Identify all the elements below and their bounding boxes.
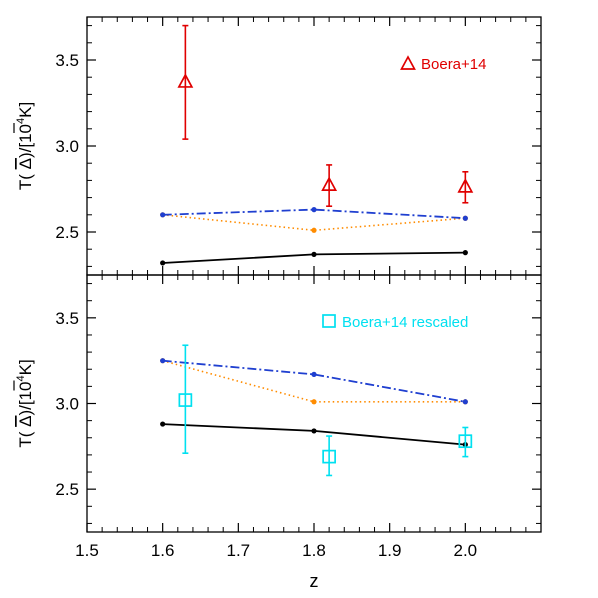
observation-triangle [321,176,338,191]
y-tick-label: 2.5 [55,480,79,499]
observation-square [178,393,193,407]
x-tick-label: 1.8 [302,541,326,560]
x-tick-label: 2.0 [454,541,478,560]
y-tick-label: 2.5 [55,223,79,242]
panel-top: 2.5 3.0 3.5 T( Δ)/[104K] Boera+14 [13,16,542,276]
observation-square [458,434,473,449]
x-tick-label: 1.6 [151,541,175,560]
series-point [311,371,317,377]
series-point [311,207,317,213]
y-tick-label: 3.0 [55,395,79,414]
series-point [311,251,317,257]
legend-label: Boera+14 [421,56,486,73]
series-point [462,215,468,221]
legend-label: Boera+14 rescaled [342,314,468,331]
panel-bottom: 2.5 3.0 3.5 1.5 1.6 1.7 1.8 1.9 2.0 T( Δ)/[104K] B… [13,274,542,591]
y-axis-label: T( Δ)/[104K] [15,102,35,190]
series-line-dotted [162,214,466,232]
series-line-solid [162,423,466,446]
y-tick-label: 3.5 [55,51,79,70]
series-point [160,358,166,364]
series-point [160,212,166,218]
series-point [160,421,166,427]
y-axis-label: T( Δ)/[104K] [15,359,35,447]
series-point [311,428,317,434]
observation-square [322,449,336,464]
x-tick-label: 1.7 [227,541,251,560]
series-point [311,399,317,405]
legend-triangle-icon [400,55,416,70]
series-point [462,250,468,256]
observation-triangle [457,178,474,193]
y-tick-label: 3.5 [55,309,79,328]
x-axis-label: z [310,571,319,591]
y-tick-label: 3.0 [55,137,79,156]
x-tick-label: 1.5 [75,541,99,560]
legend-square-icon [322,314,336,328]
series-point [462,399,468,405]
series-point [311,227,317,233]
x-tick-label: 1.9 [378,541,402,560]
series-line-dashdot [162,359,466,403]
series-point [160,260,166,266]
series-line-dotted [162,359,466,403]
observation-triangle [177,73,194,88]
